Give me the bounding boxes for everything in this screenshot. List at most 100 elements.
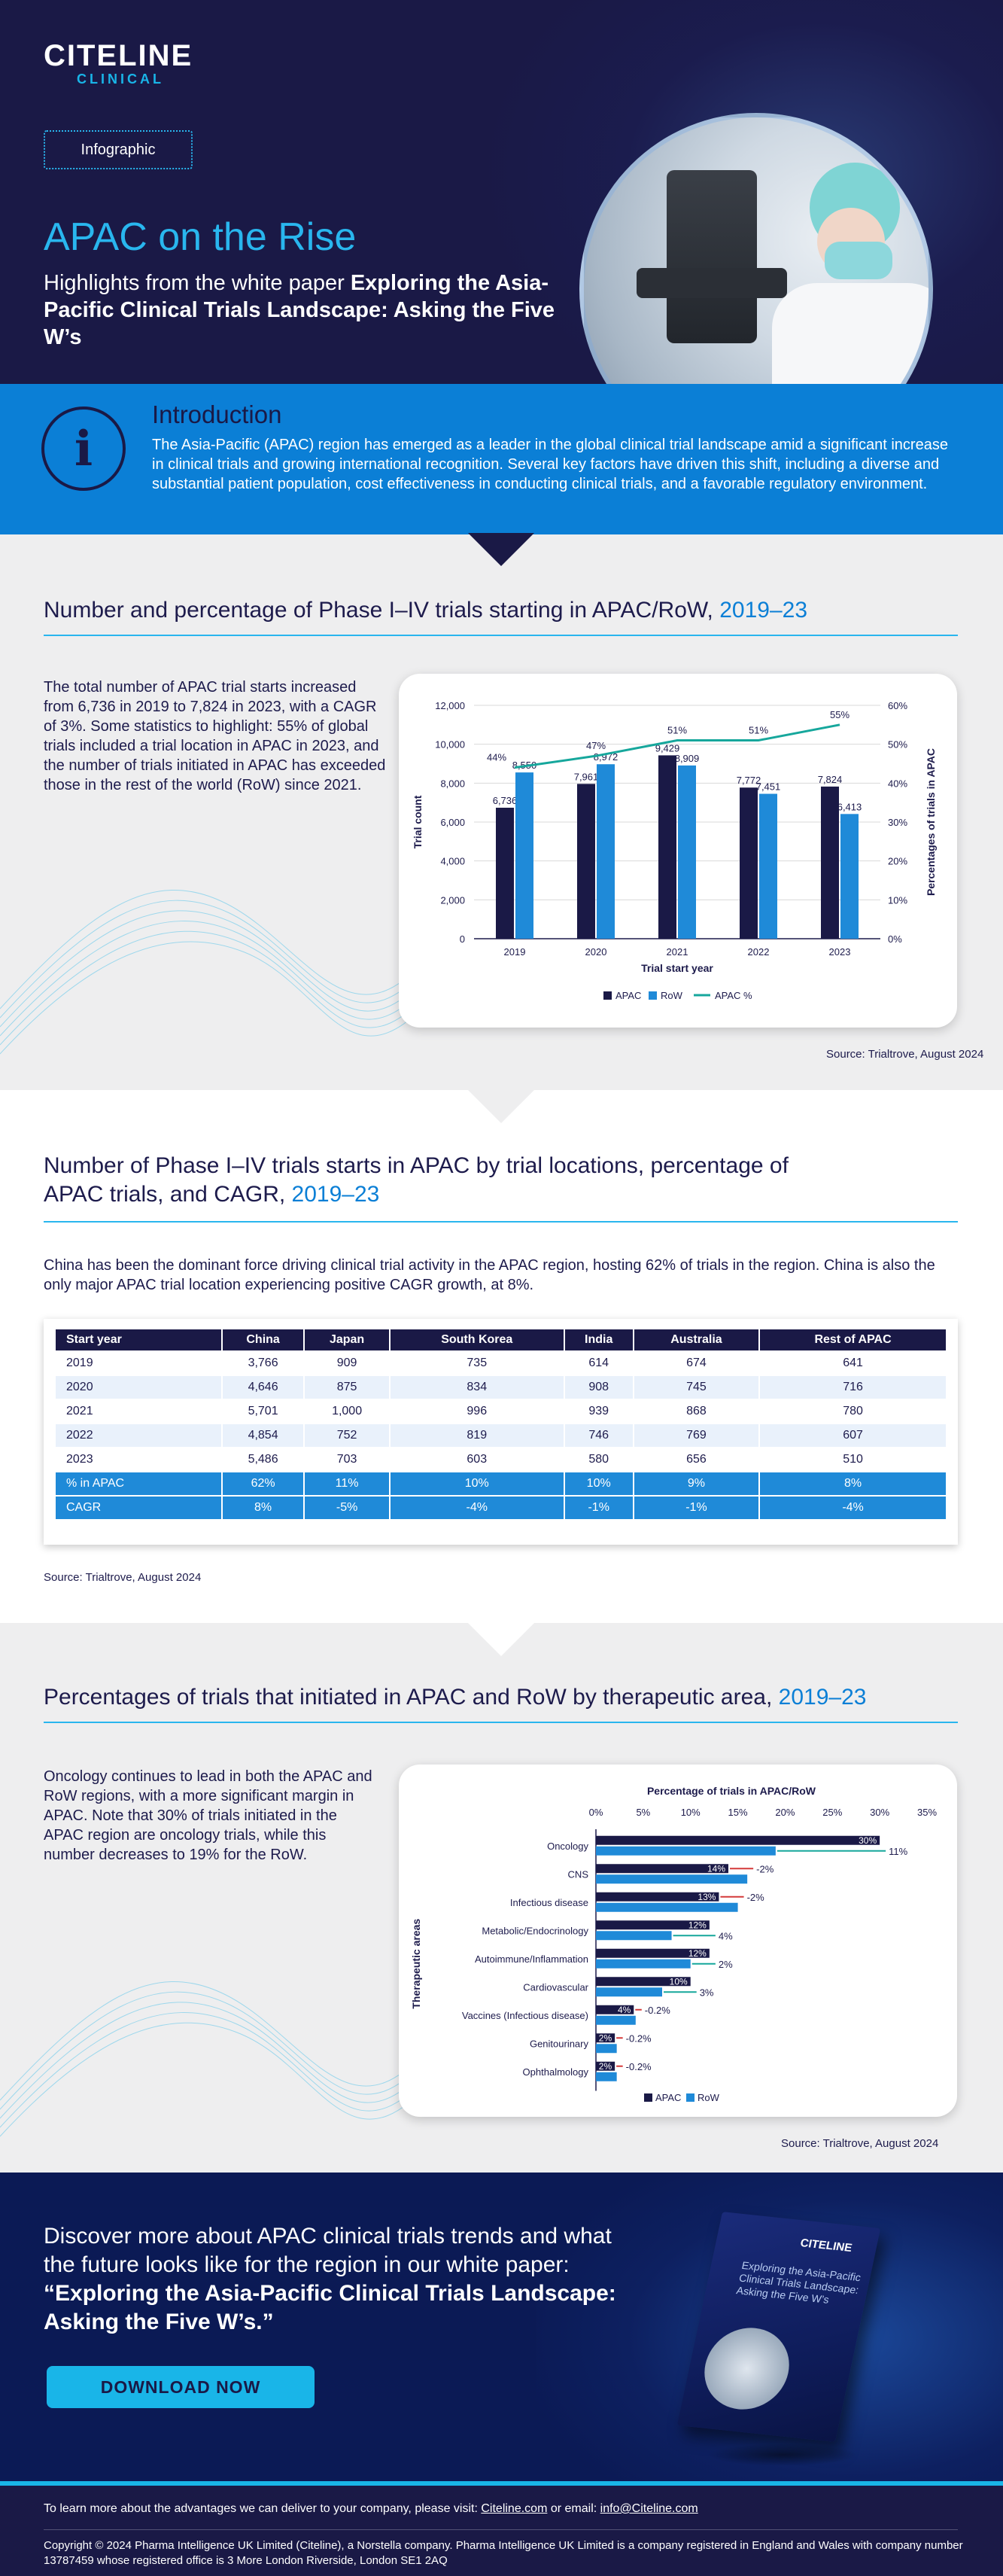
bar-row [840,814,859,939]
wave-decoration-2 [0,1981,421,2137]
table-cell: -4% [390,1497,564,1519]
footer-contact-mid: or email: [547,2502,600,2515]
mask-shape [825,242,892,279]
bar-row [596,1874,748,1884]
bar-row [597,764,615,939]
column-header: Australia [634,1329,759,1350]
line-data-label: 55% [830,709,850,720]
section2-text: China has been the dominant force drivin… [44,1257,935,1293]
section1-title: Number and percentage of Phase I–IV tria… [44,596,807,625]
bar-apac [596,1948,710,1958]
section1-text: The total number of APAC trial starts in… [44,679,386,793]
bar-apac [496,807,514,939]
page-subtitle: Highlights from the white paper Explorin… [44,269,555,351]
citeline-site-link[interactable]: Citeline.com [481,2502,548,2515]
bar-apac [596,2061,615,2071]
cover-logo: CITELINE [799,2236,853,2255]
table-cell: CAGR [56,1497,221,1519]
bar-data-label: 12% [688,1920,707,1930]
bar-row [596,2015,636,2025]
category-label: Infectious disease [510,1897,588,1908]
category-label: Metabolic/Endocrinology [482,1925,588,1936]
x-tick-label: 2019 [504,946,526,958]
infographic-tag: Infographic [44,130,193,169]
column-header: India [564,1329,633,1350]
subtitle-plain: Highlights from the white paper [44,271,351,295]
table-cell: 656 [634,1448,759,1471]
y2-tick-label: 10% [888,894,907,906]
legend-label: RoW [661,990,683,1001]
introduction-text: The Asia-Pacific (APAC) region has emerg… [152,437,948,492]
section2-source: Source: Trialtrove, August 2024 [44,1571,202,1584]
bar-data-label: 30% [859,1835,877,1846]
bar-apac [596,1864,728,1874]
y-tick-label: 4,000 [440,856,465,867]
introduction-band: i Introduction The Asia-Pacific (APAC) r… [0,384,1003,534]
introduction-title: Introduction [152,400,282,428]
page-title: APAC on the Rise [44,215,357,259]
section1-source: Source: Trialtrove, August 2024 [826,1048,984,1061]
bar-row [596,1959,691,1969]
table-cell: -1% [634,1497,759,1519]
table-cell: 2023 [56,1448,221,1471]
chart-title: Percentage of trials in APAC/RoW [647,1785,816,1797]
bar-row [596,2044,617,2054]
table-cell: 939 [564,1400,633,1423]
bar-apac [821,786,839,939]
bar-row [596,1931,672,1941]
table-cell: 819 [390,1424,564,1447]
x-tick-label: 2020 [585,946,607,958]
bar-data-label: 7,772 [737,775,761,786]
y-tick-label: 6,000 [440,817,465,828]
section3-pointer-arrow [468,1623,534,1656]
x-tick-label: 30% [870,1807,889,1818]
section2-pointer-arrow [468,1090,534,1123]
column-header: Rest of APAC [760,1329,946,1350]
citeline-logo: CITELINE CLINICAL [44,39,193,87]
bar-apac [596,2005,634,2014]
y-tick-label: 10,000 [435,739,465,751]
email-link[interactable]: info@Citeline.com [600,2502,698,2515]
table-row: 2023 5,486 703 603 580 656 510 [56,1448,946,1471]
footer-divider [44,2529,958,2530]
bar-apac [596,1835,880,1845]
y-axis-title: Trial count [412,795,424,848]
footer-copyright: Copyright © 2024 Pharma Intelligence UK … [44,2539,963,2567]
table-cell: 10% [564,1472,633,1495]
cta-text: Discover more about APAC clinical trials… [44,2222,631,2337]
trial-starts-chart-card: 0 2,000 4,000 6,000 8,000 10,000 12,000 0% 10% 20… [399,674,957,1028]
column-header: Start year [56,1329,221,1350]
table-cell: 5,486 [222,1448,304,1471]
table-cell: 2019 [56,1352,221,1375]
table-body: 2019 3,766 909 735 614 674 641 2020 4,646 875 834 9… [56,1352,946,1519]
subtitle-bold: Exploring the Asia-Pacific Clinical Tria… [44,271,555,349]
download-now-button[interactable]: DOWNLOAD NOW [47,2366,315,2408]
table-row: % in APAC 62% 11% 10% 10% 9% 8% [56,1472,946,1495]
x-tick-label: 15% [728,1807,748,1818]
legend-swatch [603,991,612,1000]
difference-label: -0.2% [645,2005,670,2016]
section3-title: Percentages of trials that initiated in … [44,1683,866,1712]
microscope-arm-shape [637,268,787,298]
table-cell: 603 [390,1448,564,1471]
category-label: Vaccines (Infectious disease) [462,2010,588,2021]
bar-row [515,772,533,939]
table-cell: 834 [390,1376,564,1399]
y-tick-label: 0 [460,933,465,945]
legend-label: APAC % [715,990,752,1001]
section2-title-line1: Number of Phase I–IV trials starts in AP… [44,1153,789,1178]
hero-banner: CITELINE CLINICAL Infographic APAC on th… [0,0,1003,384]
table-cell: 1,000 [305,1400,389,1423]
bar-data-label: 8,909 [675,753,700,764]
table-cell: 5,701 [222,1400,304,1423]
line-data-label: 51% [667,725,687,736]
line-data-label: 44% [487,752,506,763]
table-cell: 674 [634,1352,759,1375]
table-cell: -1% [564,1497,633,1519]
table-cell: 10% [390,1472,564,1495]
y-tick-label: 8,000 [440,778,465,789]
x-tick-label: 25% [822,1807,842,1818]
bar-data-label: 10% [670,1976,688,1987]
category-label: Genitourinary [530,2038,589,2049]
bar-data-label: 6,413 [837,801,862,812]
